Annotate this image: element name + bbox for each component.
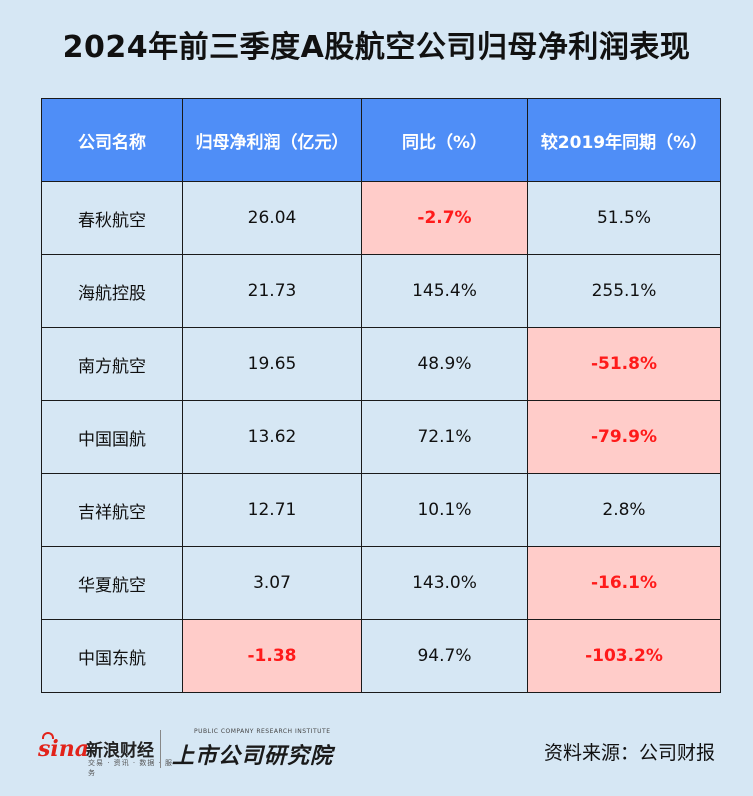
cell-profit: 19.65 bbox=[182, 327, 362, 401]
sina-name: 新浪财经 bbox=[86, 741, 154, 761]
sina-eye-icon bbox=[42, 732, 54, 739]
cell-company: 中国国航 bbox=[41, 400, 183, 474]
column-header-profit: 归母净利润（亿元） bbox=[182, 98, 362, 182]
table-row: 吉祥航空 12.71 10.1% 2.8% bbox=[41, 473, 721, 547]
table-row: 海航控股 21.73 145.4% 255.1% bbox=[41, 254, 721, 328]
table-row: 中国东航 -1.38 94.7% -103.2% bbox=[41, 619, 721, 693]
cell-profit: 3.07 bbox=[182, 546, 362, 620]
table-body: 春秋航空 26.04 -2.7% 51.5% 海航控股 21.73 145.4% 255.1%… bbox=[41, 181, 721, 693]
footer: sina 新浪财经 交易 · 资讯 · 数据 · 服务 PUBLIC COMPA… bbox=[0, 720, 753, 780]
cell-yoy: 143.0% bbox=[361, 546, 528, 620]
cell-profit: 12.71 bbox=[182, 473, 362, 547]
institute-en-name: PUBLIC COMPANY RESEARCH INSTITUTE bbox=[194, 728, 331, 735]
cell-vs2019: -16.1% bbox=[527, 546, 721, 620]
cell-yoy: 10.1% bbox=[361, 473, 528, 547]
cell-profit: 26.04 bbox=[182, 181, 362, 255]
table-row: 中国国航 13.62 72.1% -79.9% bbox=[41, 400, 721, 474]
table-header-row: 公司名称 归母净利润（亿元） 同比（%） 较2019年同期（%） bbox=[41, 98, 721, 182]
cell-profit: 13.62 bbox=[182, 400, 362, 474]
cell-company: 中国东航 bbox=[41, 619, 183, 693]
table-row: 华夏航空 3.07 143.0% -16.1% bbox=[41, 546, 721, 620]
research-institute-logo: PUBLIC COMPANY RESEARCH INSTITUTE 上市公司研究… bbox=[172, 728, 352, 772]
cell-yoy: 48.9% bbox=[361, 327, 528, 401]
cell-company: 南方航空 bbox=[41, 327, 183, 401]
cell-vs2019: -79.9% bbox=[527, 400, 721, 474]
cell-profit: 21.73 bbox=[182, 254, 362, 328]
cell-yoy: -2.7% bbox=[361, 181, 528, 255]
sina-finance-logo: sina 新浪财经 交易 · 资讯 · 数据 · 服务 bbox=[38, 732, 178, 777]
column-header-yoy: 同比（%） bbox=[361, 98, 528, 182]
data-source: 资料来源：公司财报 bbox=[543, 742, 715, 764]
cell-vs2019: 51.5% bbox=[527, 181, 721, 255]
cell-vs2019: 2.8% bbox=[527, 473, 721, 547]
cell-yoy: 145.4% bbox=[361, 254, 528, 328]
cell-yoy: 72.1% bbox=[361, 400, 528, 474]
table-row: 南方航空 19.65 48.9% -51.8% bbox=[41, 327, 721, 401]
sina-tagline: 交易 · 资讯 · 数据 · 服务 bbox=[88, 759, 174, 777]
cell-profit: -1.38 bbox=[182, 619, 362, 693]
page-title: 2024年前三季度A股航空公司归母净利润表现 bbox=[62, 30, 691, 65]
profit-table: 公司名称 归母净利润（亿元） 同比（%） 较2019年同期（%） 春秋航空 26.… bbox=[41, 98, 721, 693]
cell-company: 华夏航空 bbox=[41, 546, 183, 620]
cell-vs2019: -51.8% bbox=[527, 327, 721, 401]
column-header-vs2019: 较2019年同期（%） bbox=[527, 98, 721, 182]
cell-company: 海航控股 bbox=[41, 254, 183, 328]
cell-yoy: 94.7% bbox=[361, 619, 528, 693]
cell-vs2019: 255.1% bbox=[527, 254, 721, 328]
sina-wordmark: sina bbox=[38, 736, 89, 762]
cell-company: 春秋航空 bbox=[41, 181, 183, 255]
table-row: 春秋航空 26.04 -2.7% 51.5% bbox=[41, 181, 721, 255]
cell-vs2019: -103.2% bbox=[527, 619, 721, 693]
institute-cn-name: 上市公司研究院 bbox=[172, 743, 334, 769]
logo-divider bbox=[160, 730, 161, 768]
cell-company: 吉祥航空 bbox=[41, 473, 183, 547]
column-header-company: 公司名称 bbox=[41, 98, 183, 182]
